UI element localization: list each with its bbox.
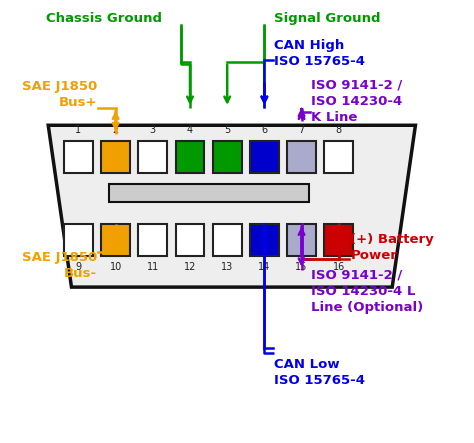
Text: 11: 11	[146, 262, 159, 272]
Text: 1: 1	[75, 125, 82, 135]
Bar	[250, 140, 279, 173]
Bar	[324, 224, 353, 256]
Bar	[287, 140, 316, 173]
Text: SAE J1850
Bus+: SAE J1850 Bus+	[22, 80, 97, 109]
Polygon shape	[48, 125, 415, 287]
Bar	[64, 140, 93, 173]
Bar	[64, 224, 93, 256]
Text: CAN High
ISO 15765-4: CAN High ISO 15765-4	[273, 39, 365, 68]
Bar	[101, 140, 130, 173]
Text: 13: 13	[221, 262, 233, 272]
Bar	[138, 224, 167, 256]
Text: 5: 5	[224, 125, 230, 135]
Bar	[250, 224, 279, 256]
Text: ISO 9141-2 /
ISO 14230-4
K Line: ISO 9141-2 / ISO 14230-4 K Line	[311, 79, 402, 124]
Text: 8: 8	[336, 125, 342, 135]
Bar	[109, 184, 309, 202]
Text: 9: 9	[75, 262, 82, 272]
Bar	[175, 140, 204, 173]
Text: Signal Ground: Signal Ground	[273, 12, 380, 25]
Text: (+) Battery
Power: (+) Battery Power	[350, 233, 434, 262]
Bar	[324, 140, 353, 173]
Text: 12: 12	[184, 262, 196, 272]
Bar	[213, 224, 242, 256]
Text: 4: 4	[187, 125, 193, 135]
Text: 15: 15	[295, 262, 308, 272]
Text: 3: 3	[150, 125, 156, 135]
Bar	[213, 140, 242, 173]
Text: 7: 7	[299, 125, 305, 135]
Text: Chassis Ground: Chassis Ground	[46, 12, 162, 25]
Text: 14: 14	[258, 262, 271, 272]
Text: CAN Low
ISO 15765-4: CAN Low ISO 15765-4	[273, 358, 365, 387]
Text: 6: 6	[261, 125, 267, 135]
Text: 16: 16	[333, 262, 345, 272]
Text: 2: 2	[112, 125, 119, 135]
Text: SAE J1850
Bus-: SAE J1850 Bus-	[22, 251, 97, 280]
Bar	[101, 224, 130, 256]
Bar	[287, 224, 316, 256]
Bar	[138, 140, 167, 173]
Text: ISO 9141-2 /
ISO 14230-4 L
Line (Optional): ISO 9141-2 / ISO 14230-4 L Line (Optiona…	[311, 269, 423, 314]
Bar	[175, 224, 204, 256]
Text: 10: 10	[109, 262, 122, 272]
